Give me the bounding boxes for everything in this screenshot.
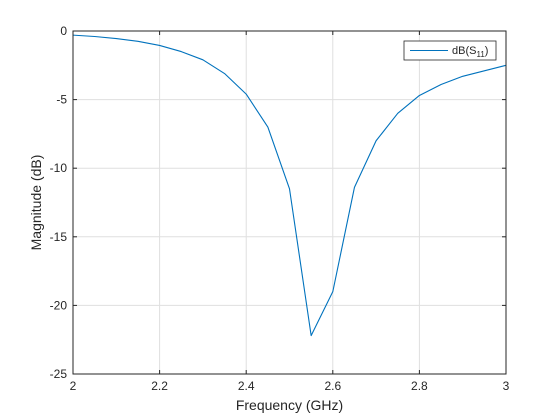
y-tick-labels: 0 -5 -10 -15 -20 -25 xyxy=(50,24,68,381)
y-axis-label: Magnitude (dB) xyxy=(28,155,44,251)
x-tick-label: 3 xyxy=(503,379,510,393)
x-axis-label: Frequency (GHz) xyxy=(236,397,343,413)
y-tick-label: -15 xyxy=(50,230,68,244)
series-layer xyxy=(72,34,507,337)
x-tick-label: 2.4 xyxy=(238,379,255,393)
x-tick-label: 2.2 xyxy=(151,379,168,393)
x-tick-label: 2.6 xyxy=(324,379,341,393)
y-tick-label: -25 xyxy=(50,367,68,381)
x-tick-label: 2 xyxy=(70,379,77,393)
y-tick-label: -10 xyxy=(50,161,68,175)
y-tick-label: 0 xyxy=(60,24,67,38)
x-tick-labels: 2 2.2 2.4 2.6 2.8 3 xyxy=(70,379,510,393)
y-tick-label: -5 xyxy=(56,93,67,107)
series-line-s11 xyxy=(72,34,507,337)
grid-lines xyxy=(72,30,507,375)
plot-area xyxy=(73,31,506,374)
legend-label-s11: dB(S11) xyxy=(452,45,488,59)
legend-label-main: dB(S xyxy=(452,45,476,57)
axes-box xyxy=(72,30,507,375)
y-tick-label: -20 xyxy=(50,298,68,312)
legend-label-end: ) xyxy=(485,45,489,57)
x-tick-label: 2.8 xyxy=(411,379,428,393)
tick-marks xyxy=(72,30,507,375)
legend-box xyxy=(403,40,497,61)
legend-label-subscript: 11 xyxy=(476,50,485,59)
legend: dB(S11) xyxy=(403,40,497,61)
